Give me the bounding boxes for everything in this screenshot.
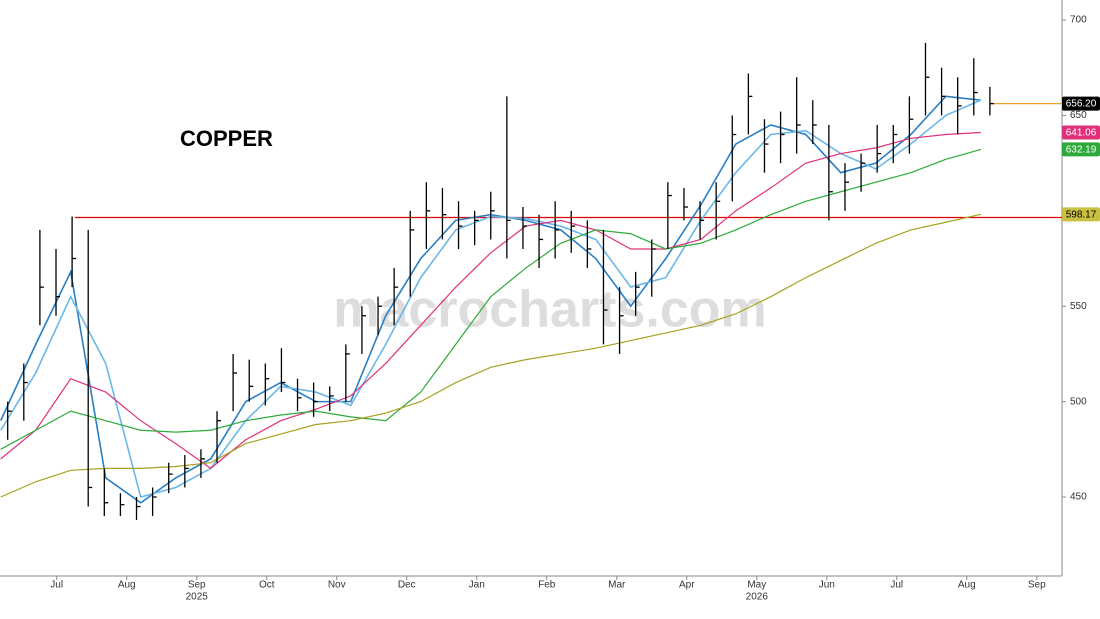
x-tick-label: Oct [259, 580, 275, 591]
moving-average [0, 213, 981, 498]
x-tick-label: Jul [890, 580, 903, 591]
y-tick-label: 450 [1070, 492, 1087, 503]
x-tick-label: May [747, 580, 766, 591]
watermark: macrocharts.com [333, 281, 767, 339]
x-tick-label: Apr [679, 580, 695, 591]
x-tick-label: Sep [1028, 580, 1046, 591]
x-tick-label: Aug [958, 580, 976, 591]
last-value-box [1062, 96, 1100, 111]
last-value-box [1062, 142, 1100, 157]
year-label: 2026 [746, 592, 769, 603]
moving-average [0, 148, 981, 450]
annotation: COPPER [180, 126, 273, 151]
x-tick-label: Dec [398, 580, 416, 591]
y-tick-label: 550 [1070, 301, 1087, 312]
x-tick-label: Sep [188, 580, 206, 591]
moving-average [0, 131, 981, 470]
x-tick-label: Jan [469, 580, 485, 591]
last-value-label: 656.20 [1066, 99, 1097, 110]
y-tick-label: 700 [1070, 15, 1087, 26]
last-value-label: 598.17 [1066, 209, 1097, 220]
year-label: 2025 [186, 592, 209, 603]
x-tick-label: Jun [819, 580, 835, 591]
last-value-label: 641.06 [1066, 128, 1097, 139]
x-tick-label: Jul [50, 580, 63, 591]
last-value-box [1062, 207, 1100, 222]
x-tick-label: Mar [608, 580, 626, 591]
x-tick-label: Nov [328, 580, 346, 591]
x-tick-label: Feb [538, 580, 556, 591]
y-tick-label: 500 [1070, 396, 1087, 407]
y-tick-label: 650 [1070, 110, 1087, 121]
last-value-box [1062, 125, 1100, 140]
x-tick-label: Aug [118, 580, 136, 591]
last-value-label: 632.19 [1066, 145, 1097, 156]
